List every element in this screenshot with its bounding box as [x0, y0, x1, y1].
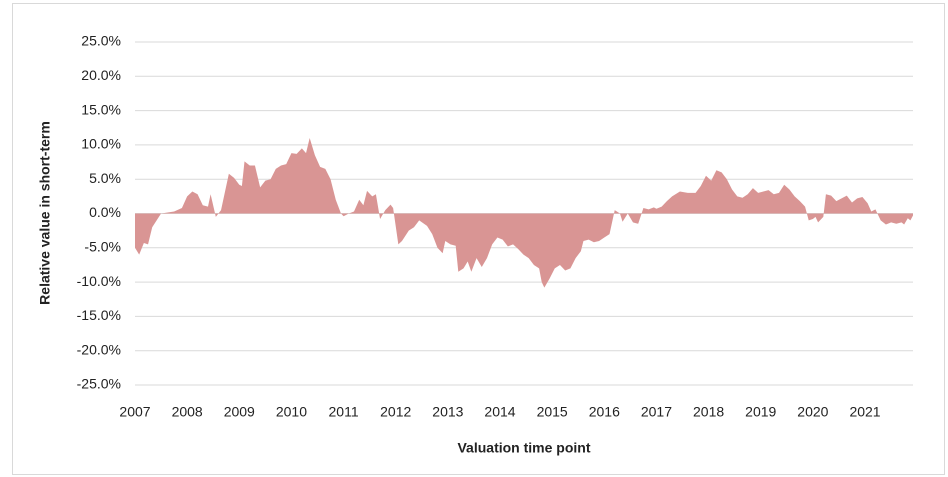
- y-tick-label: -15.0%: [77, 307, 121, 323]
- x-tick-label: 2013: [432, 404, 463, 420]
- y-tick-label: 20.0%: [81, 67, 121, 83]
- x-tick-label: 2012: [380, 404, 411, 420]
- y-tick-label: 15.0%: [81, 101, 121, 117]
- y-axis-title: Relative value in short-term: [37, 121, 53, 305]
- x-tick-label: 2015: [537, 404, 568, 420]
- x-tick-label: 2014: [484, 404, 515, 420]
- area: [135, 138, 913, 288]
- y-tick-label: -5.0%: [84, 239, 121, 255]
- x-tick-label: 2008: [172, 404, 203, 420]
- y-tick-label: -10.0%: [77, 273, 121, 289]
- x-tick-label: 2020: [797, 404, 828, 420]
- x-tick-label: 2010: [276, 404, 307, 420]
- x-tick-label: 2009: [224, 404, 255, 420]
- x-tick-label: 2021: [849, 404, 880, 420]
- x-tick-label: 2019: [745, 404, 776, 420]
- x-tick-label: 2016: [589, 404, 620, 420]
- y-tick-label: 25.0%: [81, 33, 121, 49]
- x-tick-label: 2011: [329, 404, 359, 420]
- x-axis-title: Valuation time point: [457, 440, 590, 456]
- y-tick-label: -25.0%: [77, 376, 121, 392]
- x-tick-label: 2018: [693, 404, 724, 420]
- y-tick-label: 10.0%: [81, 136, 121, 152]
- y-tick-label: -20.0%: [77, 341, 121, 357]
- y-tick-label: 5.0%: [89, 170, 121, 186]
- y-tick-label: 0.0%: [89, 204, 121, 220]
- x-tick-label: 2007: [119, 404, 150, 420]
- x-tick-label: 2017: [641, 404, 672, 420]
